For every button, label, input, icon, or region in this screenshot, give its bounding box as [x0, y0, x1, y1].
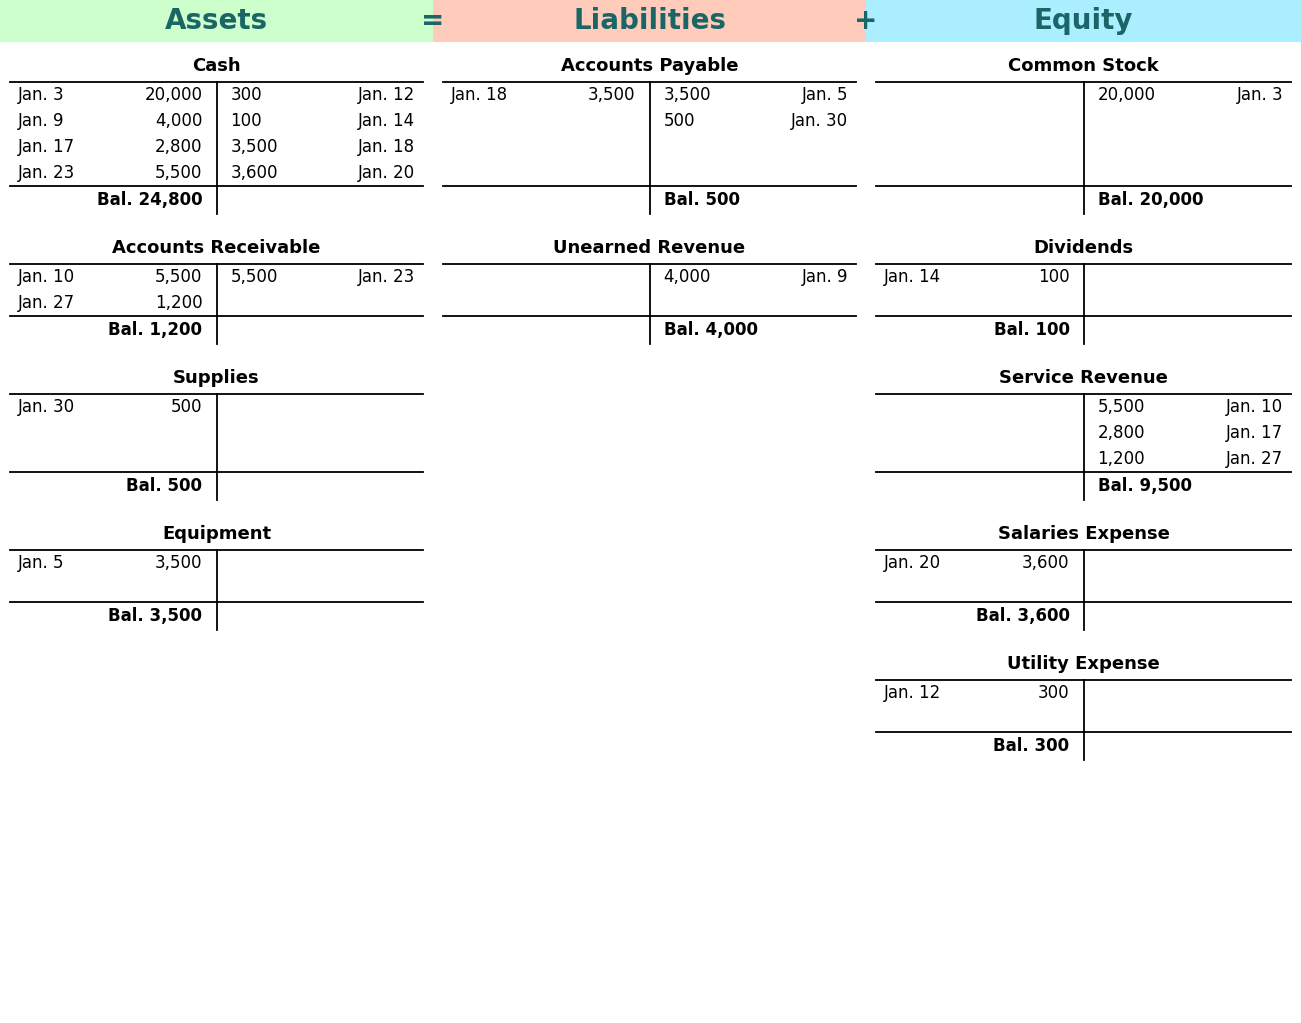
- Text: Bal. 1,200: Bal. 1,200: [108, 321, 203, 339]
- Text: 3,600: 3,600: [1023, 554, 1069, 572]
- Text: 5,500: 5,500: [155, 268, 203, 286]
- Text: Assets: Assets: [165, 7, 268, 35]
- Text: 3,500: 3,500: [230, 138, 278, 155]
- Text: 2,800: 2,800: [1098, 424, 1145, 442]
- Text: 100: 100: [1038, 268, 1069, 286]
- Bar: [433, 0, 866, 42]
- Text: +: +: [855, 7, 878, 35]
- Text: Equity: Equity: [1034, 7, 1133, 35]
- Text: Jan. 27: Jan. 27: [1226, 450, 1283, 468]
- Text: 500: 500: [664, 112, 695, 130]
- Text: Bal. 4,000: Bal. 4,000: [664, 321, 757, 339]
- Text: Liabilities: Liabilities: [572, 7, 726, 35]
- Text: 20,000: 20,000: [1098, 86, 1155, 104]
- Text: Bal. 24,800: Bal. 24,800: [96, 191, 203, 209]
- Text: Accounts Payable: Accounts Payable: [561, 57, 738, 75]
- Text: Jan. 14: Jan. 14: [358, 112, 415, 130]
- Text: Jan. 30: Jan. 30: [18, 398, 75, 416]
- Text: 20,000: 20,000: [144, 86, 203, 104]
- Text: Bal. 100: Bal. 100: [994, 321, 1069, 339]
- Text: Jan. 30: Jan. 30: [791, 112, 848, 130]
- Text: 3,500: 3,500: [588, 86, 635, 104]
- Text: Unearned Revenue: Unearned Revenue: [553, 239, 745, 257]
- Text: Cash: Cash: [193, 57, 241, 75]
- Text: Supplies: Supplies: [173, 369, 260, 387]
- Text: Jan. 5: Jan. 5: [801, 86, 848, 104]
- Text: Salaries Expense: Salaries Expense: [998, 525, 1170, 543]
- Text: Jan. 23: Jan. 23: [18, 164, 75, 182]
- Text: 5,500: 5,500: [230, 268, 278, 286]
- Text: Bal. 20,000: Bal. 20,000: [1098, 191, 1203, 209]
- Text: Accounts Receivable: Accounts Receivable: [112, 239, 320, 257]
- Text: Jan. 23: Jan. 23: [358, 268, 415, 286]
- Text: Jan. 3: Jan. 3: [1236, 86, 1283, 104]
- Text: 300: 300: [230, 86, 262, 104]
- Text: 5,500: 5,500: [1098, 398, 1145, 416]
- Text: Jan. 18: Jan. 18: [358, 138, 415, 155]
- Text: Dividends: Dividends: [1033, 239, 1133, 257]
- Text: Jan. 12: Jan. 12: [883, 684, 941, 702]
- Text: 300: 300: [1038, 684, 1069, 702]
- Text: Service Revenue: Service Revenue: [999, 369, 1168, 387]
- Text: Jan. 14: Jan. 14: [883, 268, 941, 286]
- Text: Jan. 17: Jan. 17: [1226, 424, 1283, 442]
- Text: Jan. 9: Jan. 9: [801, 268, 848, 286]
- Text: Jan. 17: Jan. 17: [18, 138, 75, 155]
- Bar: [0, 0, 433, 42]
- Text: 3,500: 3,500: [155, 554, 203, 572]
- Text: Jan. 20: Jan. 20: [358, 164, 415, 182]
- Text: Jan. 3: Jan. 3: [18, 86, 65, 104]
- Text: 500: 500: [170, 398, 203, 416]
- Text: 1,200: 1,200: [155, 294, 203, 312]
- Text: Jan. 12: Jan. 12: [358, 86, 415, 104]
- Text: Jan. 27: Jan. 27: [18, 294, 75, 312]
- Text: Bal. 3,600: Bal. 3,600: [976, 607, 1069, 625]
- Text: 1,200: 1,200: [1098, 450, 1145, 468]
- Text: 2,800: 2,800: [155, 138, 203, 155]
- Text: Jan. 9: Jan. 9: [18, 112, 65, 130]
- Text: Bal. 500: Bal. 500: [664, 191, 739, 209]
- Bar: [866, 0, 1301, 42]
- Text: Utility Expense: Utility Expense: [1007, 655, 1160, 673]
- Text: Bal. 500: Bal. 500: [126, 477, 203, 495]
- Text: Equipment: Equipment: [161, 525, 271, 543]
- Text: Jan. 18: Jan. 18: [451, 86, 509, 104]
- Text: Bal. 9,500: Bal. 9,500: [1098, 477, 1192, 495]
- Text: Jan. 10: Jan. 10: [18, 268, 75, 286]
- Text: =: =: [422, 7, 445, 35]
- Text: 4,000: 4,000: [155, 112, 203, 130]
- Text: Common Stock: Common Stock: [1008, 57, 1159, 75]
- Text: 3,600: 3,600: [230, 164, 278, 182]
- Text: 4,000: 4,000: [664, 268, 710, 286]
- Text: Bal. 3,500: Bal. 3,500: [108, 607, 203, 625]
- Text: Jan. 10: Jan. 10: [1226, 398, 1283, 416]
- Text: Bal. 300: Bal. 300: [994, 737, 1069, 755]
- Text: 3,500: 3,500: [664, 86, 712, 104]
- Text: Jan. 5: Jan. 5: [18, 554, 65, 572]
- Text: 5,500: 5,500: [155, 164, 203, 182]
- Text: Jan. 20: Jan. 20: [883, 554, 941, 572]
- Text: 100: 100: [230, 112, 262, 130]
